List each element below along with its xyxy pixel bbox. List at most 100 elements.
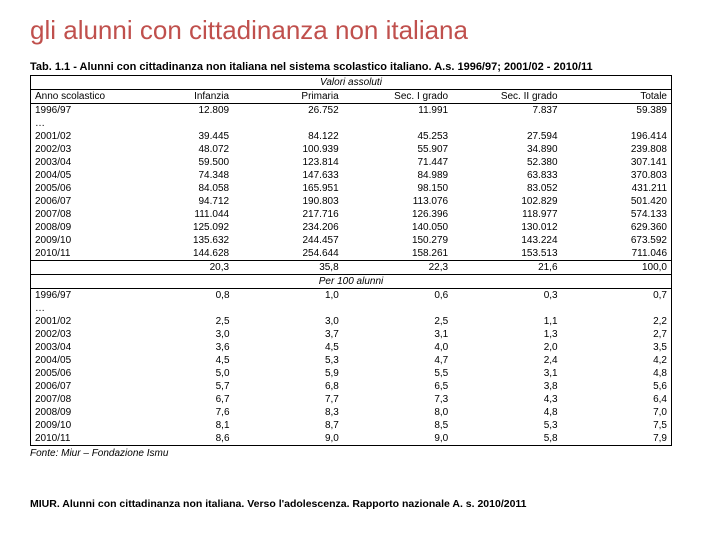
cell: 158.261 bbox=[343, 247, 452, 261]
cell: 3,7 bbox=[234, 328, 343, 341]
cell: 100.939 bbox=[233, 143, 343, 156]
cell: 8,3 bbox=[234, 406, 343, 419]
cell: 84.989 bbox=[343, 169, 452, 182]
cell: 84.058 bbox=[124, 182, 233, 195]
cell: 59.389 bbox=[562, 104, 671, 118]
cell: 2008/09 bbox=[31, 406, 124, 419]
cell: 5,3 bbox=[234, 354, 343, 367]
col-totale: Totale bbox=[562, 90, 671, 104]
cell: 22,3 bbox=[343, 261, 452, 274]
cell: 0,7 bbox=[562, 289, 671, 302]
cell: 3,0 bbox=[234, 315, 343, 328]
cell: 196.414 bbox=[562, 130, 671, 143]
section-valori-assoluti: Valori assoluti bbox=[31, 76, 671, 90]
percent-row: 20,335,822,321,6100,0 bbox=[31, 261, 671, 274]
cell: 45.253 bbox=[343, 130, 452, 143]
cell: 5,5 bbox=[343, 367, 452, 380]
cell: 4,8 bbox=[562, 367, 671, 380]
cell: 7,5 bbox=[562, 419, 671, 432]
cell: 5,3 bbox=[452, 419, 561, 432]
cell: 2009/10 bbox=[31, 419, 124, 432]
cell: 239.808 bbox=[562, 143, 671, 156]
cell: 5,6 bbox=[562, 380, 671, 393]
cell: 125.092 bbox=[124, 221, 233, 234]
cell: 20,3 bbox=[124, 261, 233, 274]
col-sec1: Sec. I grado bbox=[343, 90, 452, 104]
cell: 3,6 bbox=[124, 341, 233, 354]
cell: 0,8 bbox=[124, 289, 233, 302]
cell: … bbox=[31, 302, 124, 315]
cell: 2001/02 bbox=[31, 130, 124, 143]
cell: 7,6 bbox=[124, 406, 233, 419]
cell: 7,3 bbox=[343, 393, 452, 406]
table-row: 2006/0794.712190.803113.076102.829501.42… bbox=[31, 195, 671, 208]
table-row: 1996/970,81,00,60,30,7 bbox=[31, 289, 671, 302]
cell: 98.150 bbox=[343, 182, 452, 195]
cell: 2003/04 bbox=[31, 156, 124, 169]
cell: 7,7 bbox=[234, 393, 343, 406]
cell: 48.072 bbox=[124, 143, 233, 156]
cell: 2001/02 bbox=[31, 315, 124, 328]
cell: 21,6 bbox=[452, 261, 561, 274]
cell: 673.592 bbox=[562, 234, 671, 247]
cell: 629.360 bbox=[562, 221, 671, 234]
cell: 2010/11 bbox=[31, 432, 124, 445]
cell: 431.211 bbox=[562, 182, 671, 195]
cell: 55.907 bbox=[343, 143, 452, 156]
cell: 4,7 bbox=[343, 354, 452, 367]
cell: 63.833 bbox=[452, 169, 561, 182]
cell: 26.752 bbox=[233, 104, 343, 118]
cell: 2,7 bbox=[562, 328, 671, 341]
cell: 8,7 bbox=[234, 419, 343, 432]
cell: 165.951 bbox=[233, 182, 343, 195]
cell: 6,7 bbox=[124, 393, 233, 406]
cell: 234.206 bbox=[233, 221, 343, 234]
cell: 4,5 bbox=[234, 341, 343, 354]
cell: 8,0 bbox=[343, 406, 452, 419]
cell: 6,4 bbox=[562, 393, 671, 406]
table-row: 2009/108,18,78,55,37,5 bbox=[31, 419, 671, 432]
cell: 1,1 bbox=[452, 315, 561, 328]
col-infanzia: Infanzia bbox=[124, 90, 233, 104]
ellipsis-row: … bbox=[31, 302, 671, 315]
cell: 5,7 bbox=[124, 380, 233, 393]
cell: 4,8 bbox=[452, 406, 561, 419]
cell: 4,2 bbox=[562, 354, 671, 367]
cell: 9,0 bbox=[343, 432, 452, 445]
cell: 126.396 bbox=[343, 208, 452, 221]
cell bbox=[31, 261, 124, 274]
cell: 123.814 bbox=[233, 156, 343, 169]
cell: 1,0 bbox=[234, 289, 343, 302]
col-primaria: Primaria bbox=[233, 90, 343, 104]
cell: 2010/11 bbox=[31, 247, 124, 261]
table-row: 2005/0684.058165.95198.15083.052431.211 bbox=[31, 182, 671, 195]
cell: 1996/97 bbox=[31, 289, 124, 302]
cell: 0,6 bbox=[343, 289, 452, 302]
cell: 84.122 bbox=[233, 130, 343, 143]
cell: 4,0 bbox=[343, 341, 452, 354]
cell: 2002/03 bbox=[31, 143, 124, 156]
cell: 501.420 bbox=[562, 195, 671, 208]
col-sec2: Sec. II grado bbox=[452, 90, 561, 104]
cell: 27.594 bbox=[452, 130, 561, 143]
cell: 135.632 bbox=[124, 234, 233, 247]
table-row: 2005/065,05,95,53,14,8 bbox=[31, 367, 671, 380]
cell: 2009/10 bbox=[31, 234, 124, 247]
cell: 52.380 bbox=[452, 156, 561, 169]
cell: 147.633 bbox=[233, 169, 343, 182]
cell: 1996/97 bbox=[31, 104, 124, 118]
cell: 3,5 bbox=[562, 341, 671, 354]
cell: 12.809 bbox=[124, 104, 233, 118]
cell: 2004/05 bbox=[31, 354, 124, 367]
table-row: 2008/09125.092234.206140.050130.012629.3… bbox=[31, 221, 671, 234]
cell: 307.141 bbox=[562, 156, 671, 169]
cell: 3,1 bbox=[343, 328, 452, 341]
table-row: 2010/118,69,09,05,87,9 bbox=[31, 432, 671, 445]
cell: 2,2 bbox=[562, 315, 671, 328]
table-row: 2001/0239.44584.12245.25327.594196.414 bbox=[31, 130, 671, 143]
cell: 2,5 bbox=[124, 315, 233, 328]
cell: 5,9 bbox=[234, 367, 343, 380]
cell: 2008/09 bbox=[31, 221, 124, 234]
cell: 7.837 bbox=[452, 104, 561, 118]
col-year: Anno scolastico bbox=[31, 90, 124, 104]
